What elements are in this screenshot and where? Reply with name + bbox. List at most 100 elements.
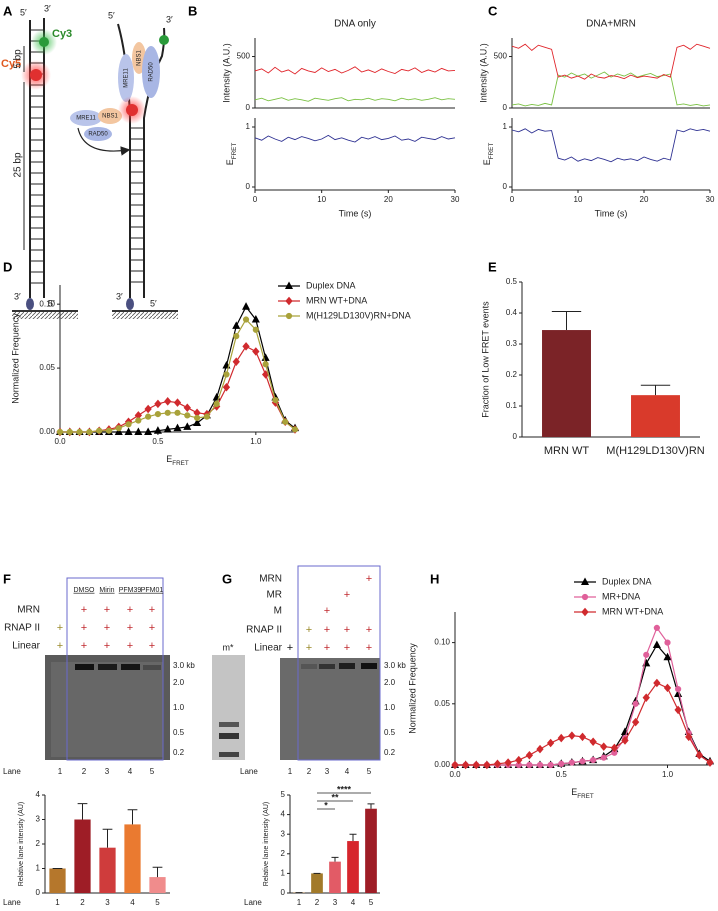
marker [154,399,162,409]
marker [610,743,619,753]
y-tick-label: 0 [246,103,251,112]
y-tick-label: 0.3 [506,339,518,348]
marker [154,411,162,418]
marker [285,312,293,320]
y-tick-label: 500 [237,52,251,61]
y-tick-label: 0 [513,432,518,441]
marker [493,759,502,769]
marker [643,651,650,658]
size-label: 3.0 kb [384,661,406,670]
y-tick-label: 1 [281,869,286,878]
error-bar [331,856,339,862]
trace [511,43,711,80]
row-label: RNAP II [246,625,282,636]
marker [135,417,142,424]
marker [695,750,704,760]
y-axis-label: Relative lane intensity (AU) [263,802,270,886]
marker [282,418,289,425]
lane-number: 5 [367,767,372,776]
size-label: 0.2 [173,748,185,757]
row-label: RNAP II [4,623,40,634]
marker-lane [212,655,245,760]
bar [542,330,591,437]
x-tick-label: 3 [105,898,110,907]
x-tick-label: 0.0 [449,770,461,779]
label-main: E [571,787,577,797]
error-bar [367,803,375,809]
protein-label: MRE11 [76,116,96,122]
y-axis-label: EFRET [482,143,494,166]
size-label: 1.0 [173,703,185,712]
band [301,664,317,669]
row-label: MRN [17,605,40,616]
plus-sign: + [104,604,110,616]
end-label: 3′ [116,291,123,301]
marker [589,737,597,747]
error-bar [102,828,113,848]
cy3-dye [159,35,169,45]
legend-label: Duplex DNA [306,280,356,290]
lane-number: 3 [325,767,330,776]
lane-number: 2 [82,767,87,776]
protein [98,108,122,124]
chart-title: DNA only [334,19,376,30]
marker [536,744,544,754]
y-tick-label: 4 [36,790,41,799]
marker [472,760,480,770]
marker [164,409,171,416]
error-bar [127,809,138,825]
panel-label: C [488,3,498,18]
band [143,665,161,670]
plus-sign: + [127,640,133,652]
band [319,664,335,669]
size-label: 0.5 [173,728,185,737]
condition-label: Mirin [99,587,114,594]
error-bar [551,310,582,331]
x-tick-label: 4 [130,898,135,907]
x-tick-label: 20 [384,195,393,204]
biotin [126,298,134,310]
dna-diagram: 5′ 3′ Cy3 Cy5 5 bp 25 bp 3′ 5′ MRE11 NBS… [1,3,178,319]
cy3-label: Cy3 [52,28,72,40]
bar [365,808,377,893]
marker [252,326,259,333]
marker-label: m* [223,642,234,652]
base-pairs [130,127,144,283]
marker [174,409,181,416]
marker [568,759,575,766]
lane-number: 3 [105,767,110,776]
highlight-box [297,565,381,761]
marker [232,321,241,329]
y-tick-label: 0 [36,888,41,897]
y-tick-label: 2 [36,839,41,848]
marker [663,652,672,661]
marker [272,396,279,404]
plus-sign: + [344,642,350,654]
marker [252,347,260,356]
plus-sign: + [306,642,312,654]
marker [125,421,132,428]
gel-lanes [51,662,163,757]
marker [504,758,512,767]
band [121,664,140,670]
x-tick-label: MRN WT [544,445,589,457]
marker [203,413,210,420]
y-axis-label: Fraction of Low FRET events [480,301,490,418]
plus-sign: + [287,642,293,654]
bar [329,861,341,893]
y-tick-label: 0.00 [39,427,55,436]
marker [134,427,143,435]
row-label: Linear [254,643,282,654]
trace [60,345,296,433]
marker [173,423,182,432]
surface [12,312,78,319]
x-axis-label: Time (s) [595,208,628,218]
end-label: 5′ [48,298,55,308]
x-axis-label: Lane [244,898,262,907]
trace [455,682,711,766]
highlight-box [66,577,164,761]
band [339,663,355,669]
protein [142,46,160,98]
